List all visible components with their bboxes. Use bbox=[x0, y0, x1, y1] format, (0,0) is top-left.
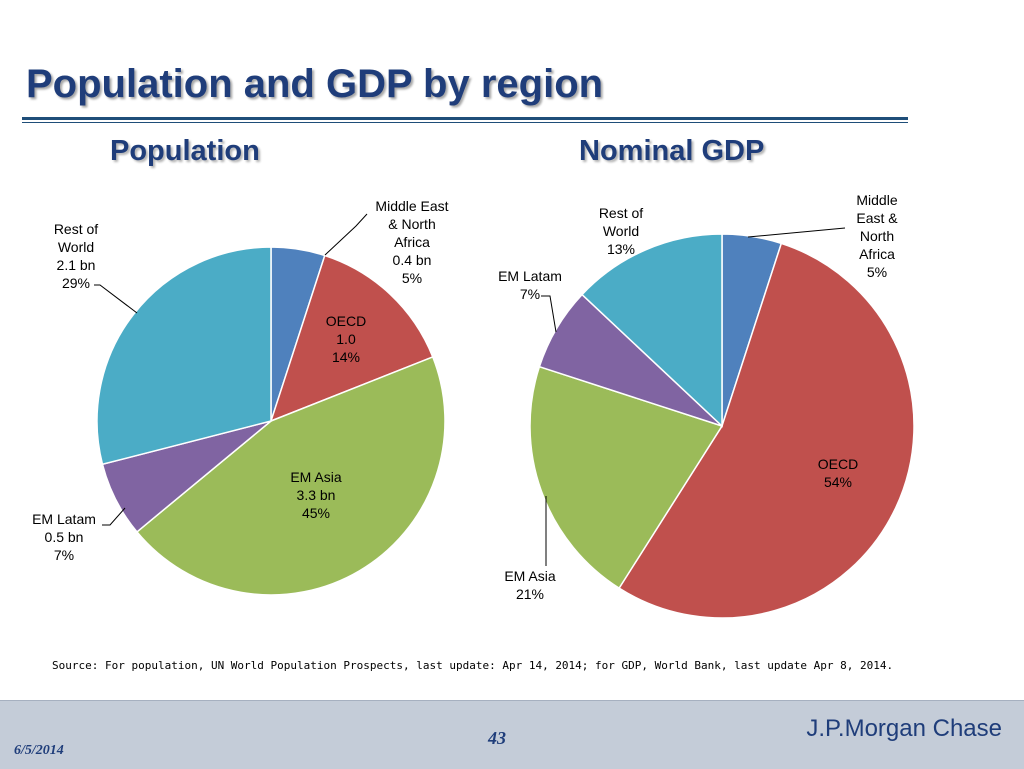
gdp-data-label-2: EM Asia 21% bbox=[504, 568, 556, 602]
gdp-data-label-2-line-0: EM Asia bbox=[504, 568, 556, 584]
population-data-label-0-line-0: Middle East bbox=[375, 198, 448, 214]
population-data-label-4-line-3: 29% bbox=[62, 275, 90, 291]
gdp-data-label-0-line-1: East & bbox=[856, 210, 898, 226]
gdp-data-label-3-line-1: 7% bbox=[520, 286, 540, 302]
population-data-label-2-line-0: EM Asia bbox=[290, 469, 342, 485]
population-data-label-2: EM Asia 3.3 bn 45% bbox=[290, 469, 342, 521]
population-data-label-0-line-2: Africa bbox=[394, 234, 430, 250]
gdp-data-label-3: EM Latam 7% bbox=[498, 268, 562, 302]
population-chart-title: Population bbox=[110, 135, 260, 167]
gdp-leader-line-0 bbox=[747, 227, 846, 238]
gdp-data-label-1-line-0: OECD bbox=[818, 456, 858, 472]
gdp-data-label-4-line-1: World bbox=[603, 223, 639, 239]
gdp-data-label-3-line-0: EM Latam bbox=[498, 268, 562, 284]
population-data-label-3-line-0: EM Latam bbox=[32, 511, 96, 527]
population-leader-line-4 bbox=[94, 284, 138, 314]
population-slice-1 bbox=[269, 254, 434, 423]
footer-bar: 6/5/2014 43 J.P.Morgan Chase bbox=[0, 700, 1024, 769]
population-leader-line-0 bbox=[324, 213, 368, 256]
population-data-label-1: OECD 1.0 14% bbox=[326, 313, 366, 365]
footer-date: 6/5/2014 bbox=[14, 743, 64, 758]
population-data-label-4-line-2: 2.1 bn bbox=[57, 257, 96, 273]
title-rule-thin bbox=[22, 122, 908, 123]
source-note: Source: For population, UN World Populat… bbox=[52, 659, 894, 672]
gdp-slice-2 bbox=[529, 365, 724, 590]
population-data-label-3-line-2: 7% bbox=[54, 547, 74, 563]
population-data-label-3: EM Latam 0.5 bn 7% bbox=[32, 511, 96, 563]
page-number: 43 bbox=[488, 728, 506, 748]
population-data-label-2-line-1: 3.3 bn bbox=[297, 487, 336, 503]
gdp-slice-1 bbox=[618, 242, 915, 619]
population-data-label-1-line-2: 14% bbox=[332, 349, 360, 365]
population-data-label-0-line-4: 5% bbox=[402, 270, 422, 286]
gdp-data-label-4-line-0: Rest of bbox=[599, 205, 643, 221]
gdp-data-label-0-line-4: 5% bbox=[867, 264, 887, 280]
population-leader-line-3 bbox=[102, 507, 126, 526]
gdp-data-label-0-line-3: Africa bbox=[859, 246, 895, 262]
gdp-data-label-0-line-2: North bbox=[860, 228, 894, 244]
population-data-label-0-line-3: 0.4 bn bbox=[393, 252, 432, 268]
gdp-data-label-4: Rest of World 13% bbox=[599, 205, 643, 257]
gdp-leader-line-3 bbox=[541, 295, 557, 333]
population-slice-4 bbox=[96, 246, 272, 466]
population-data-label-3-line-1: 0.5 bn bbox=[45, 529, 84, 545]
population-data-label-2-line-2: 45% bbox=[302, 505, 330, 521]
gdp-chart-title: Nominal GDP bbox=[579, 135, 765, 167]
gdp-data-label-1: OECD 54% bbox=[818, 456, 858, 490]
population-slice-2 bbox=[135, 355, 446, 596]
gdp-data-label-4-line-2: 13% bbox=[607, 241, 635, 257]
population-data-label-1-line-0: OECD bbox=[326, 313, 366, 329]
gdp-data-label-0-line-0: Middle bbox=[856, 192, 897, 208]
population-data-label-4-line-1: World bbox=[58, 239, 94, 255]
slide-title: Population and GDP by region bbox=[26, 62, 604, 106]
pie-charts: Middle East & North Africa 0.4 bn 5% OECD 1.0 1… bbox=[32, 192, 915, 619]
title-rule bbox=[22, 117, 908, 120]
population-data-label-4: Rest of World 2.1 bn 29% bbox=[54, 221, 98, 291]
gdp-data-label-2-line-1: 21% bbox=[516, 586, 544, 602]
gdp-data-label-1-line-1: 54% bbox=[824, 474, 852, 490]
gdp-slice-4 bbox=[580, 233, 723, 428]
gdp-data-label-0: Middle East & North Africa 5% bbox=[856, 192, 898, 280]
population-data-label-4-line-0: Rest of bbox=[54, 221, 98, 237]
population-data-label-0: Middle East & North Africa 0.4 bn 5% bbox=[375, 198, 448, 286]
population-data-label-1-line-1: 1.0 bbox=[336, 331, 356, 347]
brand-logo-text: J.P.Morgan Chase bbox=[806, 715, 1002, 742]
population-data-label-0-line-1: & North bbox=[388, 216, 435, 232]
